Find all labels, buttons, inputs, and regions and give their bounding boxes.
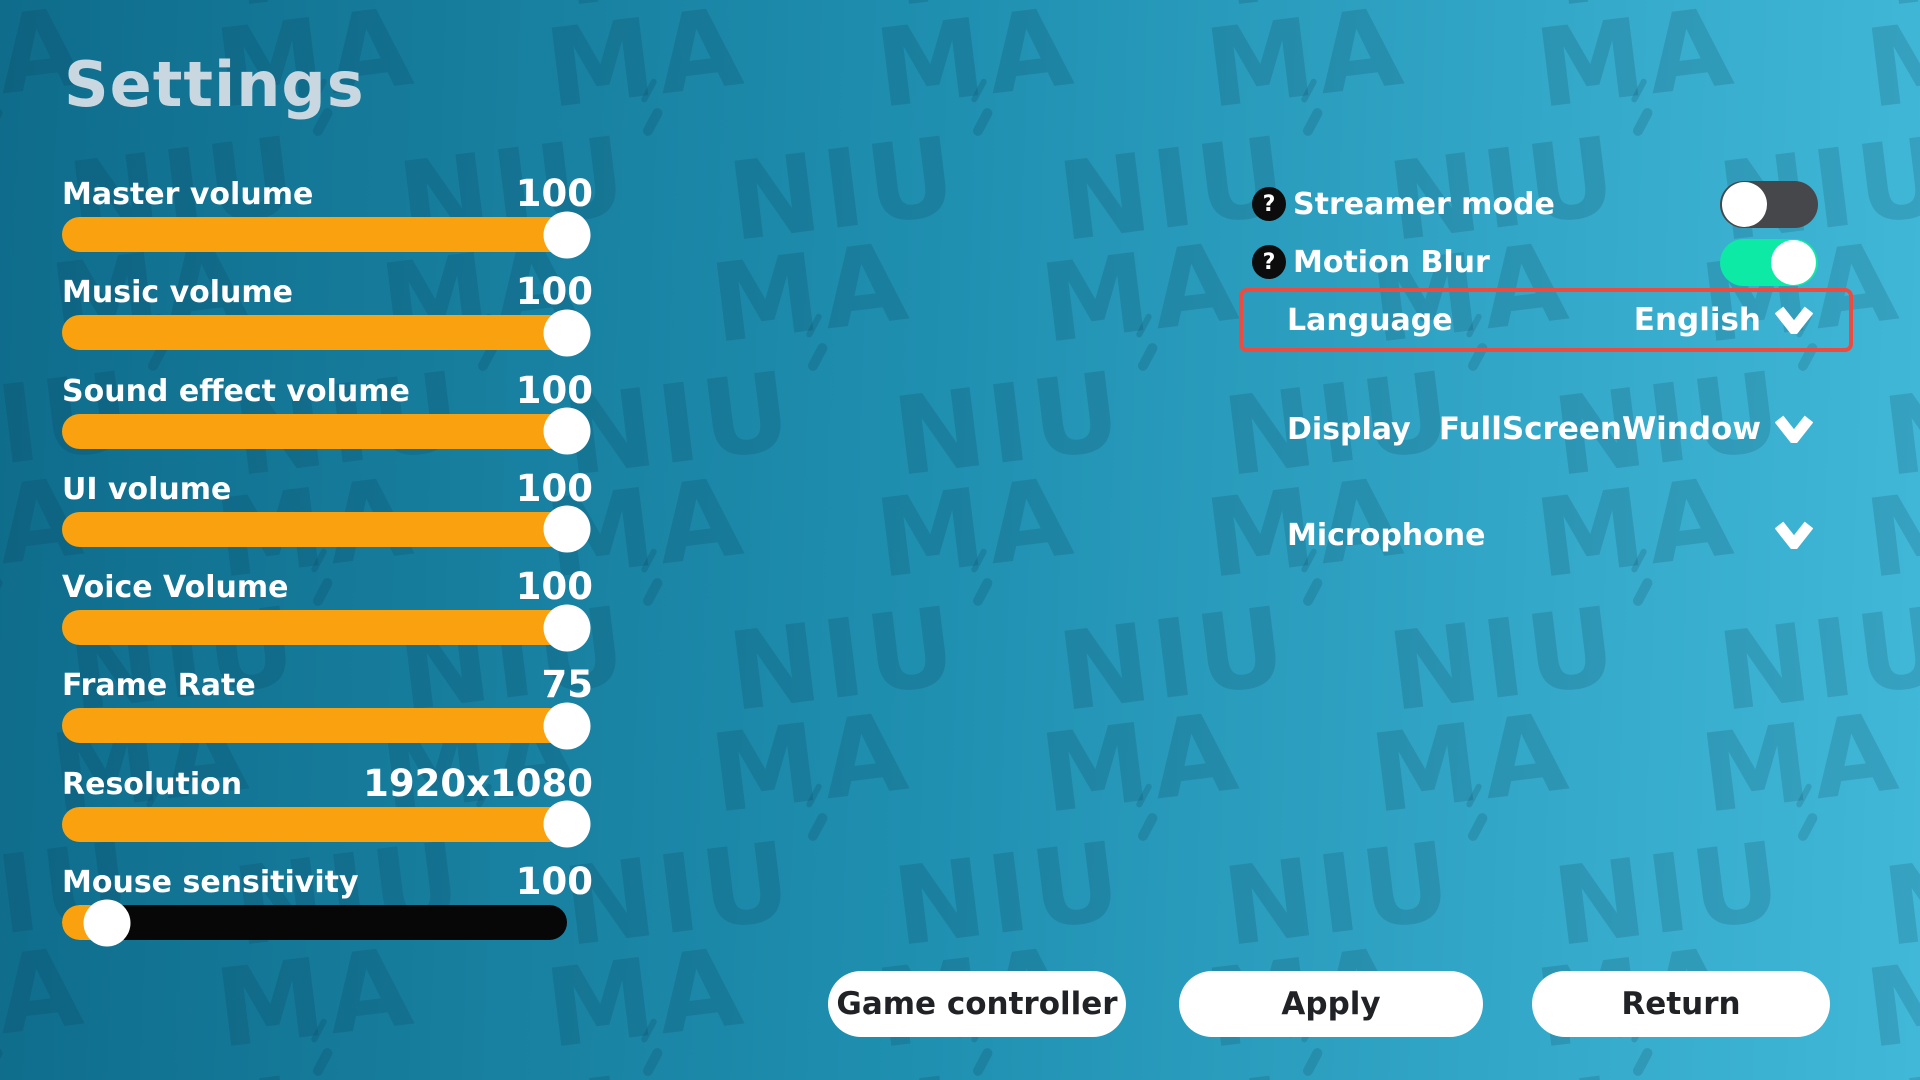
slider-handle[interactable] [83,899,131,947]
slider-track[interactable] [62,899,567,947]
slider-value: 100 [515,172,593,215]
slider-label: Voice Volume [62,570,289,606]
slider-value: 100 [515,860,593,904]
slider-label: Master volume [62,177,314,212]
slider-mouse-sensitivity: Mouse sensitivity 100 [62,846,593,947]
slider-fill [62,413,567,449]
slider-label: Mouse sensitivity [62,865,359,901]
slider-value: 1920x1080 [363,761,593,805]
dropdown-label: Language [1287,302,1453,338]
slider-handle[interactable] [543,407,591,455]
slider-track[interactable] [62,309,591,357]
chevron-down-icon[interactable] [1775,521,1813,549]
apply-button[interactable]: Apply [1179,971,1483,1037]
slider-label: Music volume [62,275,293,311]
slider-label: Sound effect volume [62,373,410,409]
chevron-down-icon[interactable] [1775,415,1813,443]
microphone-dropdown[interactable]: Microphone [1239,503,1853,567]
slider-track[interactable] [62,407,591,455]
slider-label: Frame Rate [62,668,256,704]
slider-voice-volume: Voice Volume 100 [62,551,593,652]
slider-label: UI volume [62,471,232,507]
toggle-label: Streamer mode [1293,186,1555,222]
slider-handle[interactable] [543,800,591,848]
page-title: Settings [64,48,365,121]
motion-blur-toggle[interactable] [1720,238,1818,286]
dropdown-value: FullScreenWindow [1438,411,1761,447]
streamer-mode-toggle[interactable] [1720,180,1818,228]
chevron-down-icon[interactable] [1775,306,1813,334]
dropdown-value: English [1633,302,1761,338]
dropdown-label: Microphone [1287,517,1486,553]
help-icon[interactable]: ? [1252,187,1286,221]
slider-track[interactable] [62,211,591,258]
slider-fill [62,511,567,547]
slider-value: 75 [541,663,594,707]
slider-music-volume: Music volume 100 [62,256,593,357]
slider-handle[interactable] [543,702,591,750]
slider-fill [62,806,567,842]
slider-sound-effect-volume: Sound effect volume 100 [62,355,593,455]
return-button[interactable]: Return [1532,971,1830,1037]
slider-fill [62,708,567,744]
slider-label: Resolution [62,766,243,802]
streamer-mode-row: ? Streamer mode [1252,180,1818,228]
slider-track[interactable] [62,505,591,553]
slider-track[interactable] [62,702,591,750]
slider-resolution: Resolution 1920x1080 [62,748,593,848]
game-controller-button[interactable]: Game controller [828,971,1126,1037]
slider-fill [62,610,567,646]
slider-ui-volume: UI volume 100 [62,453,593,553]
toggle-knob [1771,239,1816,285]
language-dropdown[interactable]: Language English [1239,288,1853,352]
slider-track[interactable] [62,604,591,652]
slider-handle[interactable] [543,309,591,357]
slider-master-volume: Master volume 100 [62,158,593,258]
motion-blur-row: ? Motion Blur [1252,238,1818,286]
slider-handle[interactable] [543,505,591,553]
slider-value: 100 [515,368,593,412]
display-dropdown[interactable]: Display FullScreenWindow [1239,397,1853,461]
slider-value: 100 [515,565,593,609]
slider-handle[interactable] [543,211,591,258]
toggle-label: Motion Blur [1293,244,1490,280]
slider-fill [62,217,567,252]
dropdown-label: Display [1287,411,1411,447]
slider-value: 100 [515,270,593,314]
slider-handle[interactable] [543,604,591,652]
toggle-knob [1722,181,1767,227]
sliders-panel: Master volume 100 Music volume 100 Sound… [62,158,594,947]
slider-track[interactable] [62,800,591,848]
help-icon[interactable]: ? [1252,245,1286,279]
slider-value: 100 [515,466,593,510]
slider-fill [62,315,567,351]
slider-frame-rate: Frame Rate 75 [62,649,594,750]
